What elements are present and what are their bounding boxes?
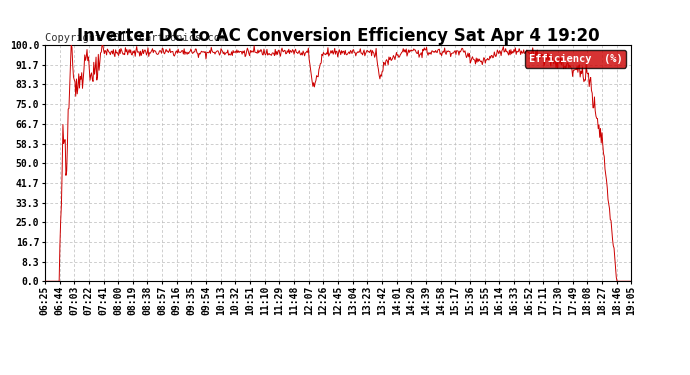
Title: Inverter DC to AC Conversion Efficiency Sat Apr 4 19:20: Inverter DC to AC Conversion Efficiency … [77,27,600,45]
Legend: Efficiency  (%): Efficiency (%) [525,50,626,68]
Text: Copyright 2015 Cartronics.com: Copyright 2015 Cartronics.com [45,33,226,43]
